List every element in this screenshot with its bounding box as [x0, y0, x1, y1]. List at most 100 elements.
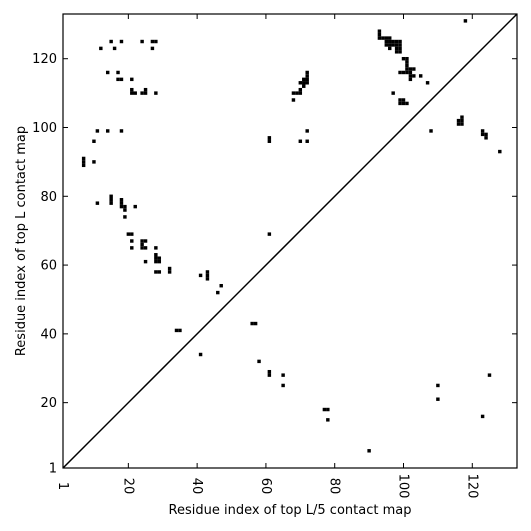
y-tick-label: 40: [40, 327, 57, 342]
y-axis-label: Residue index of top L contact map: [14, 126, 29, 356]
contact-point: [140, 91, 144, 95]
contact-point: [377, 36, 382, 40]
contact-point: [267, 369, 272, 374]
contact-point: [123, 215, 127, 219]
contact-point: [130, 232, 134, 236]
contact-point: [257, 359, 261, 364]
contact-point: [456, 122, 461, 126]
contact-point: [267, 139, 272, 143]
contact-point: [167, 270, 172, 274]
contact-point: [405, 101, 409, 106]
contact-point: [326, 418, 330, 422]
contact-point: [388, 43, 392, 47]
contact-points: [81, 19, 502, 453]
contact-point: [81, 163, 86, 168]
contact-point: [291, 98, 296, 102]
contact-point: [418, 74, 423, 78]
contact-point: [398, 46, 402, 51]
contact-point: [81, 156, 86, 161]
contact-point: [412, 74, 416, 78]
contact-point: [394, 50, 399, 54]
contact-point: [391, 39, 395, 44]
contact-point: [405, 63, 409, 68]
contact-point: [460, 115, 464, 119]
contact-point: [405, 60, 409, 64]
contact-point: [150, 46, 155, 51]
contact-point: [367, 449, 371, 453]
contact-point: [305, 81, 309, 85]
contact-point: [377, 29, 382, 33]
plot-area: [62, 13, 518, 469]
contact-point: [140, 239, 144, 243]
contact-point: [267, 232, 272, 236]
contact-point: [92, 160, 96, 164]
contact-point: [322, 407, 327, 412]
x-axis-ticks: 1 20 40 60 80 100 120: [55, 14, 479, 498]
contact-point: [281, 373, 285, 377]
contact-point: [305, 129, 309, 133]
x-tick-label: 40: [189, 478, 204, 495]
contact-point: [109, 198, 113, 202]
contact-point: [174, 328, 179, 333]
contact-point: [401, 56, 406, 61]
contact-point: [480, 129, 485, 133]
contact-point: [295, 91, 299, 95]
contact-point: [205, 273, 210, 278]
contact-point: [130, 77, 134, 82]
contact-point: [105, 129, 110, 133]
contact-point: [154, 91, 158, 95]
contact-point: [130, 91, 134, 95]
contact-point: [130, 239, 134, 243]
contact-point: [460, 118, 464, 123]
y-tick-label: 1: [49, 462, 57, 477]
contact-point: [381, 36, 385, 40]
contact-point: [388, 39, 392, 44]
contact-point: [436, 383, 440, 388]
contact-point: [123, 208, 127, 212]
contact-point: [198, 273, 203, 278]
contact-point: [154, 246, 158, 250]
contact-point: [305, 77, 309, 82]
contact-point: [384, 36, 389, 40]
contact-point: [391, 91, 395, 95]
y-tick-label: 20: [40, 396, 57, 411]
contact-point: [140, 39, 144, 44]
contact-point: [305, 139, 309, 143]
contact-point: [167, 266, 172, 271]
contact-point: [267, 373, 272, 377]
contact-point: [302, 81, 306, 85]
contact-point: [436, 397, 440, 401]
contact-point: [398, 39, 402, 44]
contact-point: [429, 129, 433, 133]
x-tick-label: 80: [327, 478, 342, 495]
contact-point: [99, 46, 103, 51]
contact-point: [109, 39, 113, 44]
contact-point: [109, 201, 113, 205]
contact-point: [401, 98, 406, 102]
contact-point: [250, 321, 254, 326]
contact-point: [391, 43, 395, 47]
contact-point: [123, 204, 127, 209]
contact-point: [401, 101, 406, 106]
contact-point: [302, 84, 306, 88]
contact-point: [267, 136, 272, 140]
contact-point: [154, 253, 158, 257]
contact-point: [81, 160, 86, 164]
contact-point: [401, 70, 406, 75]
contact-point: [95, 129, 100, 133]
contact-point: [394, 39, 399, 44]
contact-point: [119, 204, 124, 209]
contact-point: [157, 270, 162, 274]
contact-point: [377, 32, 382, 37]
contact-point: [140, 246, 144, 250]
contact-point: [105, 70, 110, 75]
contact-point: [116, 77, 120, 82]
contact-point: [388, 46, 392, 51]
contact-point: [133, 204, 137, 209]
contact-point: [154, 39, 158, 44]
contact-point: [143, 91, 148, 95]
contact-point: [119, 39, 124, 44]
contact-point: [291, 91, 296, 95]
contact-point: [405, 70, 409, 75]
